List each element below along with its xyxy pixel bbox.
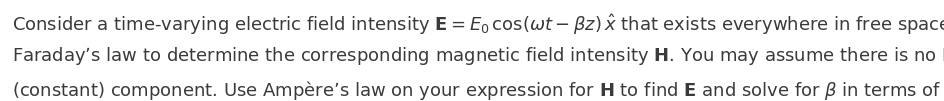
Text: Consider a time-varying electric field intensity $\mathbf{E} = E_0\,\cos(\omega : Consider a time-varying electric field i…	[12, 12, 944, 37]
Text: (constant) component. Use Ampère’s law on your expression for $\mathbf{H}$ to fi: (constant) component. Use Ampère’s law o…	[12, 79, 944, 101]
Text: Faraday’s law to determine the corresponding magnetic field intensity $\mathbf{H: Faraday’s law to determine the correspon…	[12, 45, 944, 67]
